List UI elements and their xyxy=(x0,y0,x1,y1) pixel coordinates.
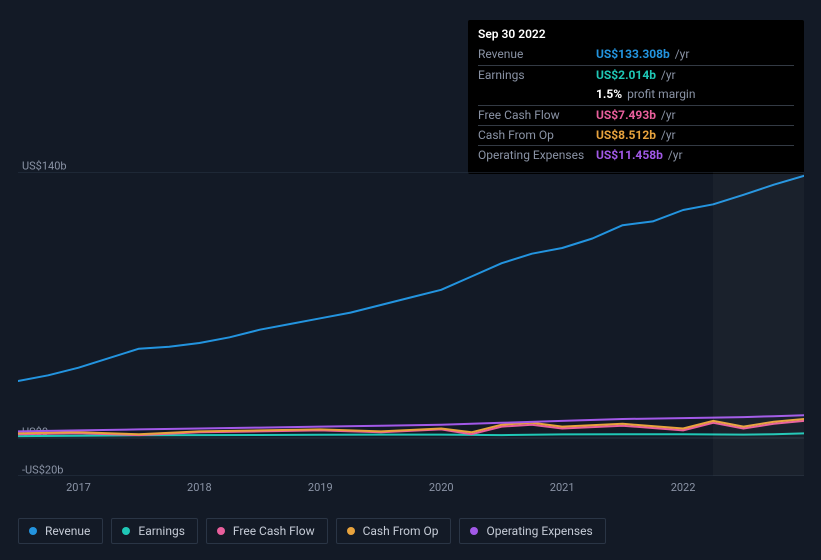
x-axis-label: 2021 xyxy=(550,481,575,494)
tooltip-row-label xyxy=(478,86,596,103)
tooltip-row-value: 1.5% profit margin xyxy=(596,86,695,103)
tooltip-row: EarningsUS$2.014b /yr xyxy=(478,65,794,85)
legend-swatch xyxy=(122,527,130,535)
legend-item-cfo[interactable]: Cash From Op xyxy=(336,518,452,544)
legend: Revenue Earnings Free Cash Flow Cash From O… xyxy=(18,518,606,544)
tooltip-row-value: US$7.493b /yr xyxy=(596,107,676,124)
legend-item-revenue[interactable]: Revenue xyxy=(18,518,103,544)
tooltip-row-value: US$8.512b /yr xyxy=(596,127,676,144)
line-chart xyxy=(18,172,804,476)
tooltip-row-value: US$11.458b /yr xyxy=(596,147,683,164)
legend-swatch xyxy=(217,527,225,535)
tooltip-row: Operating ExpensesUS$11.458b /yr xyxy=(478,145,794,165)
tooltip-row: Free Cash FlowUS$7.493b /yr xyxy=(478,105,794,125)
legend-item-opex[interactable]: Operating Expenses xyxy=(459,518,605,544)
tooltip-row: 1.5% profit margin xyxy=(478,85,794,104)
x-axis-label: 2017 xyxy=(66,481,91,494)
tooltip-row-label: Earnings xyxy=(478,67,596,84)
tooltip-row-value: US$2.014b /yr xyxy=(596,67,676,84)
tooltip-row-label: Cash From Op xyxy=(478,127,596,144)
tooltip-row-label: Free Cash Flow xyxy=(478,107,596,124)
tooltip-row-label: Operating Expenses xyxy=(478,147,596,164)
chart-tooltip: Sep 30 2022 RevenueUS$133.308b /yrEarnin… xyxy=(468,20,804,174)
legend-label: Earnings xyxy=(138,524,185,538)
tooltip-row-label: Revenue xyxy=(478,46,596,63)
legend-label: Operating Expenses xyxy=(486,524,592,538)
tooltip-row-value: US$133.308b /yr xyxy=(596,46,689,63)
tooltip-row: Cash From OpUS$8.512b /yr xyxy=(478,125,794,145)
legend-swatch xyxy=(470,527,478,535)
legend-item-fcf[interactable]: Free Cash Flow xyxy=(206,518,328,544)
y-axis-label: US$140b xyxy=(22,160,67,173)
legend-label: Cash From Op xyxy=(363,524,439,538)
x-axis-label: 2019 xyxy=(308,481,333,494)
x-axis-label: 2020 xyxy=(429,481,454,494)
x-axis-labels: 2017 2018 2019 2020 2021 2022 xyxy=(18,481,804,501)
x-axis-label: 2022 xyxy=(671,481,696,494)
series-revenue xyxy=(18,176,804,381)
tooltip-row: RevenueUS$133.308b /yr xyxy=(478,45,794,64)
legend-swatch xyxy=(29,527,37,535)
x-axis-label: 2018 xyxy=(187,481,212,494)
highlight-band xyxy=(713,172,804,476)
legend-swatch xyxy=(347,527,355,535)
tooltip-date: Sep 30 2022 xyxy=(478,26,794,45)
series-cfo xyxy=(18,419,804,434)
legend-item-earnings[interactable]: Earnings xyxy=(111,518,198,544)
legend-label: Free Cash Flow xyxy=(233,524,315,538)
legend-label: Revenue xyxy=(45,524,90,538)
